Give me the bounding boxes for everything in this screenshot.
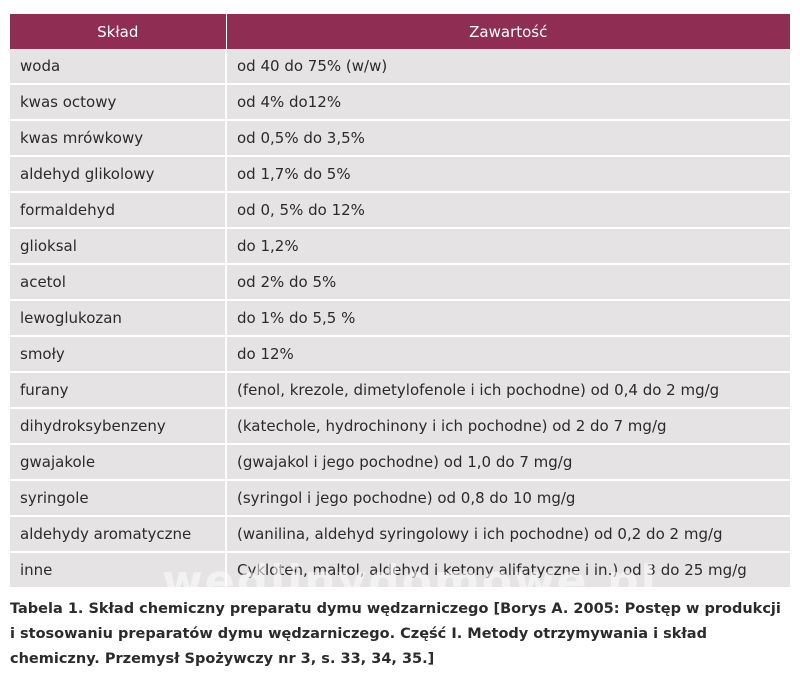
table-body: woda od 40 do 75% (w/w) kwas octowy od 4… [10, 49, 790, 589]
component-cell: inne [10, 552, 227, 589]
content-cell: (wanilina, aldehyd syringolowy i ich poc… [226, 516, 790, 553]
table-row: smoły do 12% [10, 336, 790, 373]
content-cell: do 1% do 5,5 % [226, 300, 790, 337]
component-cell: kwas mrówkowy [10, 120, 227, 157]
content-cell: (gwajakol i jego pochodne) od 1,0 do 7 m… [226, 444, 790, 481]
content-cell: (fenol, krezole, dimetylofenole i ich po… [226, 372, 790, 409]
component-cell: woda [10, 49, 227, 85]
content-cell: (katechole, hydrochinony i ich pochodne)… [226, 408, 790, 445]
table-row: woda od 40 do 75% (w/w) [10, 49, 790, 85]
content-cell: do 12% [226, 336, 790, 373]
table-row: furany (fenol, krezole, dimetylofenole i… [10, 372, 790, 409]
table-row: glioksal do 1,2% [10, 228, 790, 265]
composition-table: Skład Zawartość woda od 40 do 75% (w/w) … [10, 14, 790, 589]
component-cell: kwas octowy [10, 84, 227, 121]
table-row: lewoglukozan do 1% do 5,5 % [10, 300, 790, 337]
content-cell: do 1,2% [226, 228, 790, 265]
table-caption: Tabela 1. Skład chemiczny preparatu dymu… [10, 601, 781, 667]
table-row: inne Cykloten, maltol, aldehyd i ketony … [10, 552, 790, 589]
content-cell: od 4% do12% [226, 84, 790, 121]
table-row: kwas mrówkowy od 0,5% do 3,5% [10, 120, 790, 157]
table-row: acetol od 2% do 5% [10, 264, 790, 301]
component-cell: lewoglukozan [10, 300, 227, 337]
table-row: aldehydy aromatyczne (wanilina, aldehyd … [10, 516, 790, 553]
table-row: gwajakole (gwajakol i jego pochodne) od … [10, 444, 790, 481]
table-row: kwas octowy od 4% do12% [10, 84, 790, 121]
component-cell: glioksal [10, 228, 227, 265]
table-row: formaldehyd od 0, 5% do 12% [10, 192, 790, 229]
component-cell: furany [10, 372, 227, 409]
content-cell: od 1,7% do 5% [226, 156, 790, 193]
component-cell: formaldehyd [10, 192, 227, 229]
component-cell: aldehydy aromatyczne [10, 516, 227, 553]
column-header-zawartosc: Zawartość [226, 14, 790, 49]
content-cell: od 2% do 5% [226, 264, 790, 301]
content-cell: od 0,5% do 3,5% [226, 120, 790, 157]
component-cell: aldehyd glikolowy [10, 156, 227, 193]
component-cell: smoły [10, 336, 227, 373]
table-row: dihydroksybenzeny (katechole, hydrochino… [10, 408, 790, 445]
content-cell: (syringol i jego pochodne) od 0,8 do 10 … [226, 480, 790, 517]
component-cell: gwajakole [10, 444, 227, 481]
content-cell: Cykloten, maltol, aldehyd i ketony alifa… [226, 552, 790, 589]
component-cell: dihydroksybenzeny [10, 408, 227, 445]
composition-table-container: Skład Zawartość woda od 40 do 75% (w/w) … [10, 14, 790, 589]
table-header-row: Skład Zawartość [10, 14, 790, 49]
component-cell: acetol [10, 264, 227, 301]
content-cell: od 0, 5% do 12% [226, 192, 790, 229]
component-cell: syringole [10, 480, 227, 517]
table-row: syringole (syringol i jego pochodne) od … [10, 480, 790, 517]
content-cell: od 40 do 75% (w/w) [226, 49, 790, 85]
table-row: aldehyd glikolowy od 1,7% do 5% [10, 156, 790, 193]
column-header-sklad: Skład [10, 14, 227, 49]
